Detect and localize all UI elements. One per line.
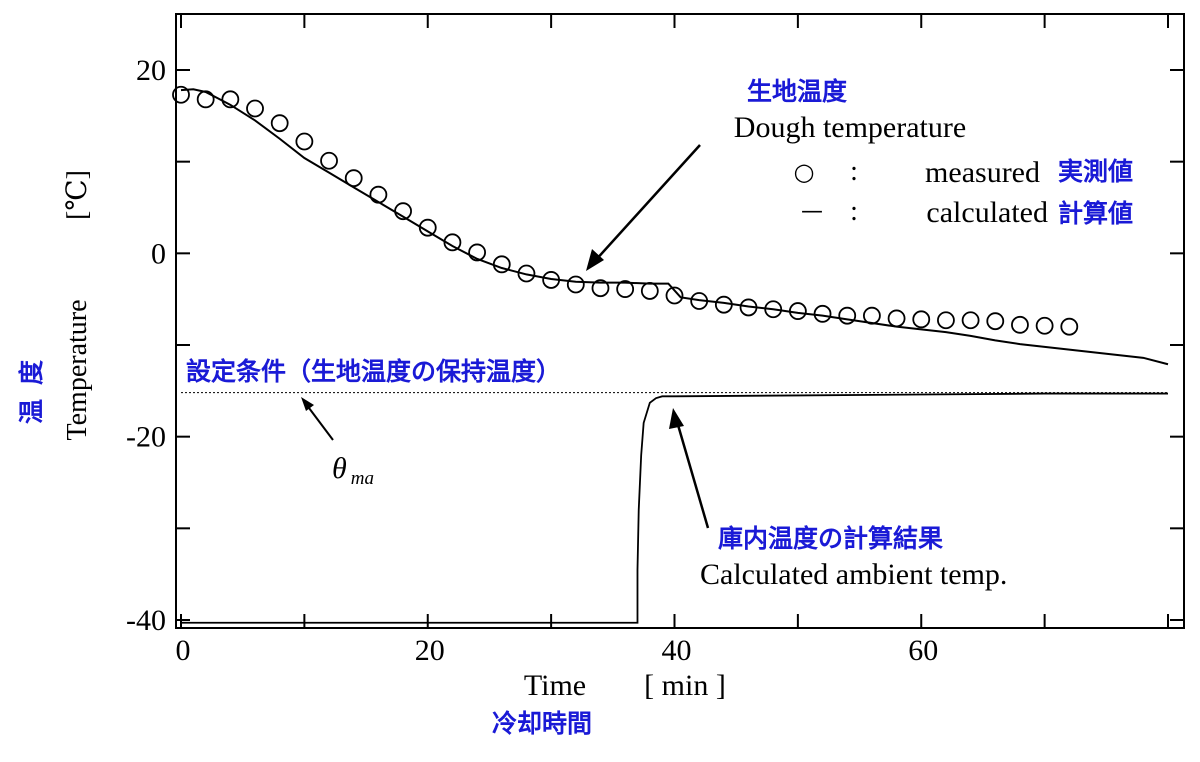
setpoint-annotation-jp: 設定条件（生地温度の保持温度） <box>186 357 561 386</box>
measured-point <box>196 90 215 109</box>
measured-point <box>640 282 659 300</box>
measured-point <box>517 264 536 283</box>
legend-measured-symbol: ○ <box>794 158 815 186</box>
ambient-annotation-jp: 庫内温度の計算結果 <box>718 524 943 553</box>
measured-point <box>665 286 684 305</box>
x-axis-label: Time <box>524 669 586 702</box>
measured-point <box>616 280 635 298</box>
measured-point <box>961 311 980 330</box>
ambient-arrow <box>674 417 710 529</box>
measured-point <box>320 151 338 170</box>
measured-point <box>172 85 190 104</box>
tick-group: 20 0 -20 -40 0 20 40 60 <box>126 14 1184 667</box>
measured-point <box>937 311 955 330</box>
measured-point <box>344 169 363 188</box>
y-tick-label: -20 <box>126 421 166 454</box>
x-tick-label: 20 <box>415 634 445 667</box>
legend-calculated-label: calculated <box>926 196 1048 229</box>
measured-point <box>1035 316 1054 335</box>
measured-point <box>813 304 832 323</box>
y-tick-label: 0 <box>151 237 166 270</box>
theta-label: θ ma <box>332 452 374 489</box>
legend-measured-label: measured <box>925 156 1040 189</box>
calculated-line <box>180 88 1169 366</box>
measured-point <box>221 90 240 109</box>
x-tick-label: 0 <box>176 634 191 667</box>
measured-point <box>591 279 610 298</box>
x-axis-unit: [ min ] <box>644 669 726 702</box>
theta-arrowhead <box>301 397 314 411</box>
ambient-arrowhead <box>669 408 684 429</box>
x-tick-label: 40 <box>662 634 692 667</box>
measured-point <box>1011 315 1029 334</box>
y-tick-label: -40 <box>126 604 166 637</box>
legend-measured-jp: 実測値 <box>1058 157 1133 186</box>
ambient-line <box>181 392 1168 624</box>
measured-point <box>246 99 264 118</box>
y-axis-label: Temperature <box>62 299 93 440</box>
dough-arrow <box>593 144 701 263</box>
y-axis-unit: [℃] <box>62 170 93 220</box>
y-axis-label-jp: 温度 <box>17 346 46 424</box>
plot-frame <box>175 13 1185 629</box>
legend-calculated-symbol: — <box>801 199 823 224</box>
dough-annotation: Dough temperature <box>734 111 966 144</box>
measured-point <box>295 132 314 151</box>
measured-point <box>986 312 1005 331</box>
measured-point <box>1060 317 1079 336</box>
measured-point <box>270 114 289 133</box>
x-tick-label: 60 <box>908 634 938 667</box>
ambient-annotation: Calculated ambient temp. <box>700 558 1007 591</box>
measured-point <box>468 243 487 262</box>
measured-point <box>838 306 857 325</box>
legend-calculated-sep: : <box>850 196 858 227</box>
legend-measured-sep: : <box>850 156 858 187</box>
series-group <box>172 85 1169 624</box>
dough-arrowhead <box>586 249 604 271</box>
y-tick-label: 20 <box>136 54 166 87</box>
legend-calculated-jp: 計算値 <box>1058 199 1133 228</box>
theta-subscript: ma <box>351 468 374 489</box>
measured-point <box>369 185 388 204</box>
measured-point <box>887 309 906 328</box>
dough-annotation-jp: 生地温度 <box>747 77 847 106</box>
measured-point <box>566 275 585 294</box>
theta-arrow <box>305 403 334 441</box>
measured-point <box>912 310 931 329</box>
theta-symbol: θ <box>332 452 347 485</box>
x-axis-label-jp: 冷却時間 <box>492 709 592 738</box>
